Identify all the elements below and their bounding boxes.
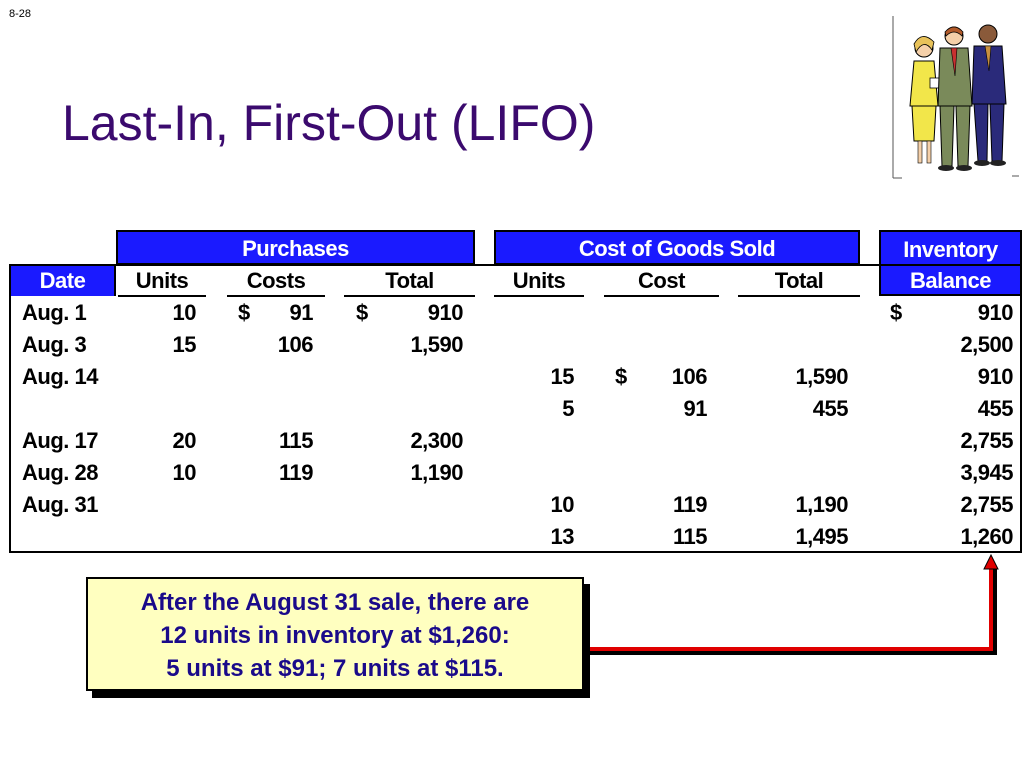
inventory-callout: After the August 31 sale, there are 12 u… xyxy=(86,577,584,691)
col-purchase-units: Units xyxy=(118,267,206,297)
inventory-balance-header: Inventory Balance xyxy=(879,230,1022,296)
row-cogs-cost: 91 xyxy=(683,396,708,421)
col-cogs-cost: Cost xyxy=(604,267,719,297)
row-cogs-cost: 115 xyxy=(673,524,708,549)
row-balance: 3,945 xyxy=(960,460,1013,485)
slide-number: 8-28 xyxy=(9,8,32,20)
date-header: Date xyxy=(11,266,116,296)
row-cogs-units: 10 xyxy=(550,492,575,517)
row-cogs-cost-sign: $ xyxy=(615,364,627,389)
row-date: Aug. 1 xyxy=(22,300,87,325)
row-balance: 2,500 xyxy=(960,332,1013,357)
inventory-header-line1: Inventory xyxy=(903,237,998,262)
table-row: Aug. 3 15 106 1,590 2,500 xyxy=(0,329,1024,361)
row-date: Aug. 3 xyxy=(22,332,87,357)
cogs-header: Cost of Goods Sold xyxy=(494,230,860,265)
col-cogs-units: Units xyxy=(494,267,584,297)
purchases-header: Purchases xyxy=(116,230,475,265)
col-purchase-costs: Costs xyxy=(227,267,325,297)
row-balance-sign: $ xyxy=(890,300,902,325)
row-purchase-cost: 106 xyxy=(277,332,314,357)
row-purchase-units: 10 xyxy=(172,300,197,325)
row-cogs-total: 1,190 xyxy=(795,492,848,517)
row-balance: 455 xyxy=(977,396,1014,421)
row-purchase-cost-sign: $ xyxy=(238,300,250,325)
callout-line3: 5 units at $91; 7 units at $115. xyxy=(166,655,504,682)
callout-line2: 12 units in inventory at $1,260: xyxy=(160,622,510,649)
row-purchase-cost: 115 xyxy=(279,428,314,453)
row-date: Aug. 17 xyxy=(22,428,98,453)
row-purchase-total: 1,590 xyxy=(410,332,463,357)
row-purchase-total: 1,190 xyxy=(410,460,463,485)
table-row: Aug. 17 20 115 2,300 2,755 xyxy=(0,425,1024,457)
row-cogs-units: 15 xyxy=(550,364,575,389)
slide-title: Last-In, First-Out (LIFO) xyxy=(62,95,596,151)
row-cogs-units: 5 xyxy=(562,396,574,421)
table-row: Aug. 28 10 119 1,190 3,945 xyxy=(0,457,1024,489)
row-purchase-units: 15 xyxy=(172,332,197,357)
row-balance: 910 xyxy=(977,300,1014,325)
row-cogs-cost: 119 xyxy=(673,492,708,517)
row-purchase-cost: 91 xyxy=(289,300,314,325)
row-cogs-total: 455 xyxy=(812,396,849,421)
table-row: 5 91 455 455 xyxy=(0,393,1024,425)
row-purchase-cost: 119 xyxy=(279,460,314,485)
row-date: Aug. 28 xyxy=(22,460,98,485)
table-row: Aug. 31 10 119 1,190 2,755 xyxy=(0,489,1024,521)
inventory-header-line2: Balance xyxy=(910,268,991,293)
callout-line1: After the August 31 sale, there are xyxy=(140,589,530,616)
row-balance: 910 xyxy=(977,364,1014,389)
row-cogs-total: 1,590 xyxy=(795,364,848,389)
row-purchase-total: 910 xyxy=(427,300,464,325)
business-people-clipart xyxy=(892,16,1019,179)
col-purchase-total: Total xyxy=(344,267,475,297)
row-date: Aug. 14 xyxy=(22,364,98,389)
table-row: 13 115 1,495 1,260 xyxy=(0,521,1024,553)
row-purchase-units: 20 xyxy=(172,428,197,453)
col-cogs-total: Total xyxy=(738,267,860,297)
row-purchase-total-sign: $ xyxy=(356,300,368,325)
row-balance: 1,260 xyxy=(960,524,1013,549)
row-purchase-total: 2,300 xyxy=(410,428,463,453)
row-purchase-units: 10 xyxy=(172,460,197,485)
table-row: Aug. 14 15 $ 106 1,590 910 xyxy=(0,361,1024,393)
lifo-table-frame xyxy=(9,264,1022,553)
row-balance: 2,755 xyxy=(960,492,1013,517)
row-cogs-cost: 106 xyxy=(671,364,708,389)
row-cogs-units: 13 xyxy=(550,524,575,549)
row-date: Aug. 31 xyxy=(22,492,98,517)
row-cogs-total: 1,495 xyxy=(795,524,848,549)
row-balance: 2,755 xyxy=(960,428,1013,453)
table-row: Aug. 1 10 $ 91 $ 910 $ 910 xyxy=(0,297,1024,329)
